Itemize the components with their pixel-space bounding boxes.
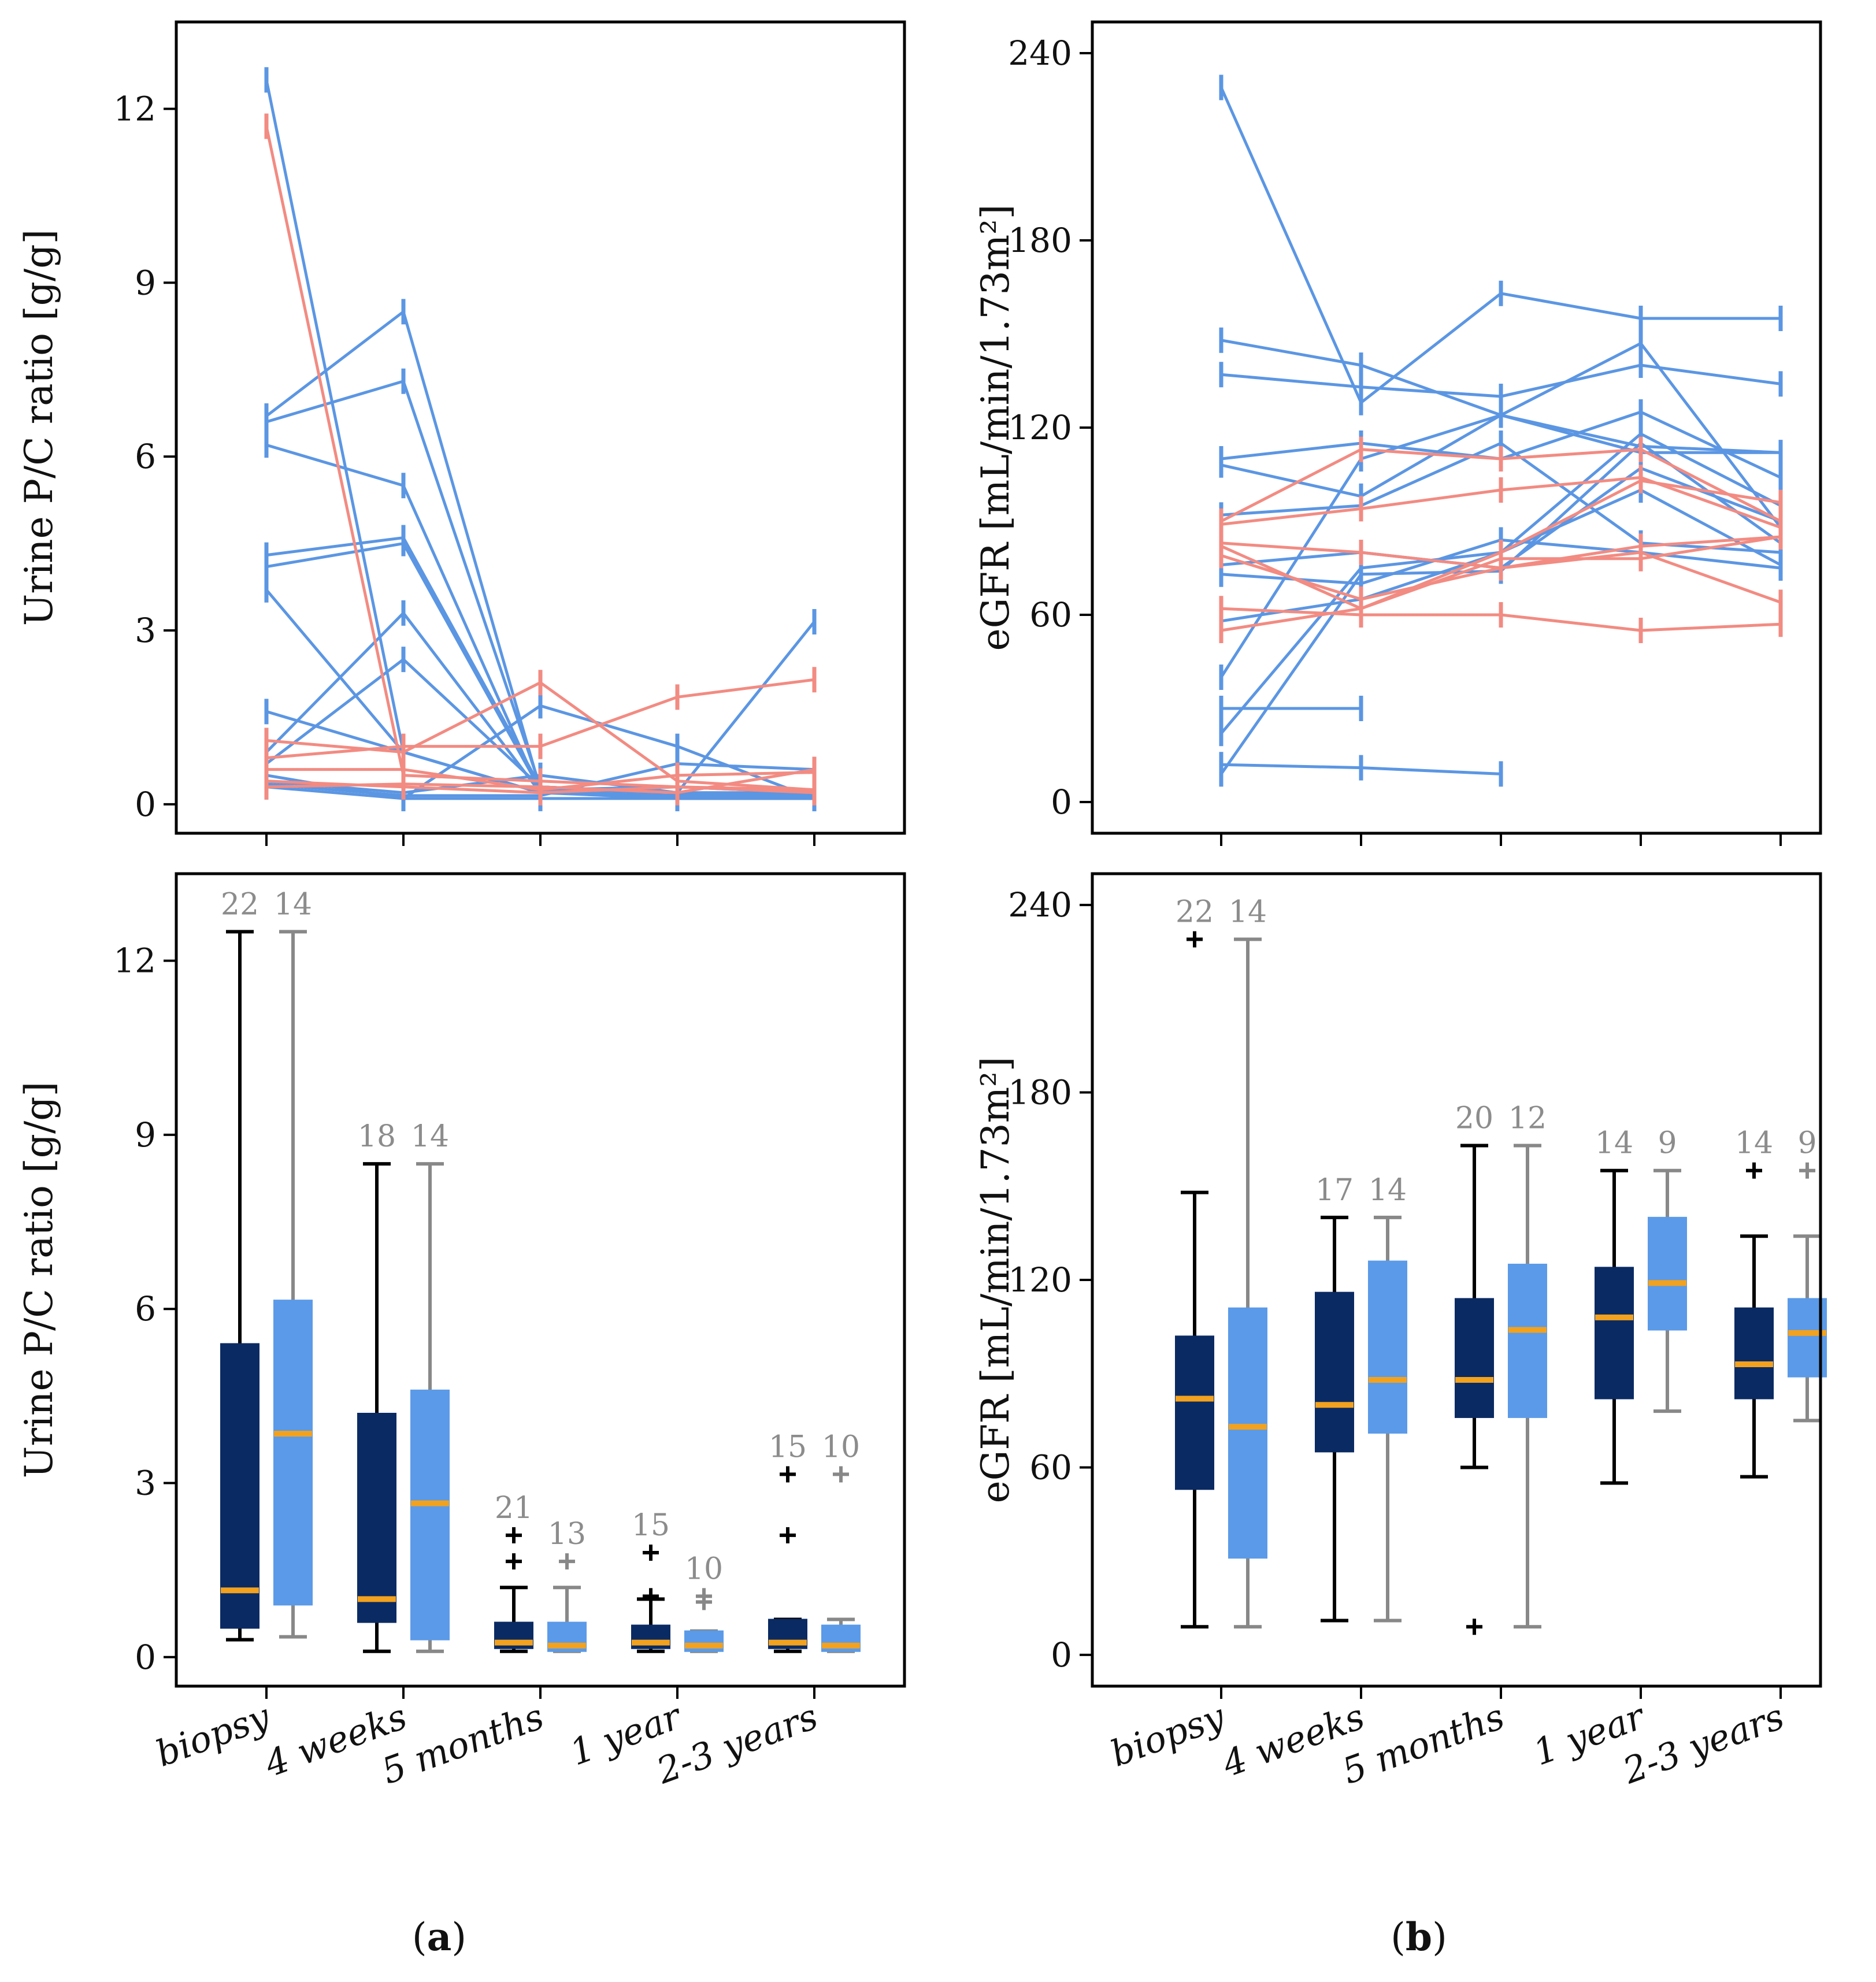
box xyxy=(357,1412,396,1623)
y-tick-label: 0 xyxy=(1051,782,1072,822)
panel-b-top-line-chart: 0 60 120 180 240 eGFR [mL/min/1.73m²] xyxy=(973,20,1822,846)
y-tick-label: 9 xyxy=(135,1115,156,1155)
y-tick-label: 60 xyxy=(1029,1447,1072,1487)
y-tick-label: 3 xyxy=(135,1464,156,1503)
count-label: 9 xyxy=(1658,1126,1677,1161)
box xyxy=(273,1300,313,1606)
y-tick-label: 0 xyxy=(135,785,156,824)
y-axis-title: eGFR [mL/min/1.73m²] xyxy=(973,1057,1018,1504)
box xyxy=(1368,1260,1407,1434)
y-tick-label: 6 xyxy=(135,1289,156,1328)
count-label: 20 xyxy=(1455,1101,1493,1135)
y-tick-label: 180 xyxy=(1008,1073,1072,1112)
count-label: 14 xyxy=(274,887,312,922)
y-axis-title: Urine P/C ratio [g/g] xyxy=(17,229,61,626)
plot-frame xyxy=(175,20,906,835)
count-label: 14 xyxy=(1369,1173,1407,1208)
y-axis-title: Urine P/C ratio [g/g] xyxy=(17,1082,61,1478)
count-label: 10 xyxy=(822,1430,860,1464)
y-tick-label: 9 xyxy=(135,263,156,302)
box xyxy=(1648,1216,1687,1331)
y-axis-title: eGFR [mL/min/1.73m²] xyxy=(973,205,1018,651)
y-tick-label: 6 xyxy=(135,437,156,476)
box xyxy=(1734,1307,1774,1400)
box xyxy=(1315,1291,1354,1453)
y-tick-label: 12 xyxy=(113,89,156,128)
plot-frame xyxy=(175,872,906,1688)
y-tick-label: 3 xyxy=(135,611,156,650)
box xyxy=(1175,1335,1214,1490)
panel-a-top-line-chart: 0 3 6 9 12 Urine P/C ratio [g/g] xyxy=(17,20,906,846)
y-tick-label: 120 xyxy=(1008,408,1072,447)
count-label: 15 xyxy=(632,1508,670,1543)
box xyxy=(410,1389,450,1640)
count-label: 15 xyxy=(769,1430,807,1464)
count-label: 17 xyxy=(1315,1173,1354,1208)
y-tick-label: 180 xyxy=(1008,221,1072,260)
box xyxy=(1508,1263,1547,1418)
count-label: 13 xyxy=(548,1517,586,1552)
box xyxy=(1455,1298,1494,1418)
count-label: 21 xyxy=(495,1491,533,1526)
count-label: 22 xyxy=(221,887,259,922)
count-label: 14 xyxy=(1735,1126,1773,1161)
y-tick-label: 0 xyxy=(1051,1635,1072,1675)
box xyxy=(1228,1307,1267,1559)
count-label: 14 xyxy=(1595,1126,1633,1161)
panel-a-bottom-box-chart: 0 3 6 9 12 Urine P/C ratio [g/g] 22 18 21 15 15 14 1… xyxy=(17,872,906,1792)
count-label: 14 xyxy=(411,1119,449,1154)
box xyxy=(1595,1267,1634,1400)
y-tick-label: 240 xyxy=(1008,34,1072,73)
count-label: 14 xyxy=(1229,895,1267,930)
box xyxy=(220,1343,259,1629)
y-tick-label: 240 xyxy=(1008,885,1072,925)
plot-frame xyxy=(1091,872,1822,1688)
y-tick-label: 12 xyxy=(113,941,156,981)
caption-a: (a) xyxy=(412,1914,466,1959)
y-tick-label: 0 xyxy=(135,1638,156,1677)
caption-b: (b) xyxy=(1391,1914,1447,1959)
count-label: 10 xyxy=(685,1552,723,1586)
y-tick-label: 60 xyxy=(1029,595,1072,634)
plot-frame xyxy=(1091,20,1822,835)
count-label: 18 xyxy=(358,1119,396,1154)
panel-b-bottom-box-chart: 0 60 120 180 240 eGFR [mL/min/1.73m²] 22 17 20 14… xyxy=(973,872,1827,1792)
count-label: 12 xyxy=(1508,1101,1547,1135)
y-tick-label: 120 xyxy=(1008,1260,1072,1300)
count-label: 9 xyxy=(1797,1126,1816,1161)
count-label: 22 xyxy=(1176,895,1214,930)
